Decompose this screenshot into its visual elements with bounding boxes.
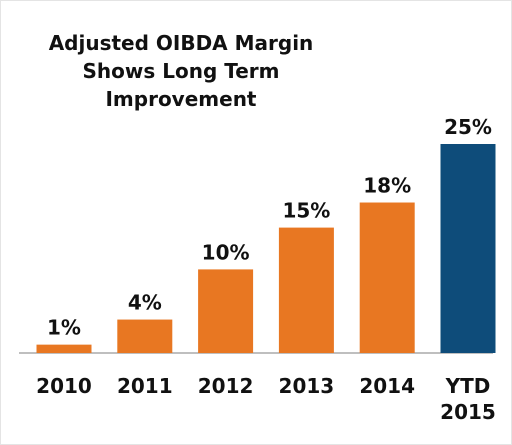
data-label: 18% xyxy=(363,174,411,198)
x-tick-label: 2011 xyxy=(116,374,173,398)
x-tick-label: 2013 xyxy=(278,374,335,398)
x-tick-label: 2010 xyxy=(36,374,92,398)
x-tick-label: 2014 xyxy=(359,374,416,398)
chart-title: Adjusted OIBDA Margin Shows Long Term Im… xyxy=(48,31,314,111)
bar xyxy=(36,344,92,353)
bar xyxy=(440,144,496,353)
bar xyxy=(359,202,415,353)
data-label: 15% xyxy=(282,199,330,223)
data-label: 10% xyxy=(202,240,250,264)
bar xyxy=(117,319,173,353)
data-label: 1% xyxy=(47,316,81,340)
data-label: 4% xyxy=(128,291,162,315)
x-tick-label: YTD 2015 xyxy=(440,374,496,424)
x-tick-label: 2012 xyxy=(197,374,254,398)
data-label: 25% xyxy=(444,115,492,139)
bar xyxy=(278,227,334,353)
bar xyxy=(198,269,254,353)
